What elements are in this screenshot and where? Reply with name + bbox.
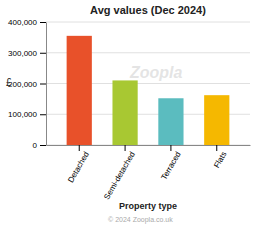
- plot: 0 100,000 200,000 300,000 400,000 Detached Sem…: [8, 18, 250, 201]
- y-tick-label: 400,000: [8, 18, 37, 27]
- x-tick-mark: [170, 145, 171, 151]
- x-tick: Flats: [212, 145, 228, 170]
- y-tick: 300,000: [8, 49, 46, 58]
- x-tick-label: Detached: [66, 150, 91, 184]
- y-tick: 400,000: [8, 18, 46, 27]
- bar: [67, 36, 92, 145]
- chart: 0 100,000 200,000 300,000 400,000 Detached Sem…: [0, 0, 260, 225]
- y-tick-mark: [40, 84, 46, 85]
- title: Avg values (Dec 2024): [90, 4, 206, 16]
- x-tick-mark: [125, 145, 126, 151]
- y-tick-label: 0: [33, 141, 38, 150]
- x-tick-mark: [216, 145, 217, 151]
- y-tick-mark: [40, 53, 46, 54]
- x-axis: Detached Semi-detached Terraced Flats: [47, 145, 251, 201]
- copyright: © 2024 Zoopla.co.uk: [108, 216, 173, 224]
- x-tick-label: Flats: [212, 150, 228, 170]
- y-tick: 200,000: [8, 80, 46, 89]
- y-tick-label: 300,000: [8, 49, 37, 58]
- y-tick-label: 200,000: [8, 80, 37, 89]
- y-tick-mark: [40, 22, 46, 23]
- x-tick: Semi-detached: [102, 145, 137, 201]
- x-tick-mark: [79, 145, 80, 151]
- bar: [158, 98, 183, 145]
- x-axis-line: [47, 145, 251, 146]
- x-tick-label: Terraced: [159, 150, 182, 181]
- y-tick: 100,000: [8, 110, 46, 119]
- y-axis-line: [46, 23, 47, 146]
- x-tick: Terraced: [159, 145, 182, 182]
- y-axis: 0 100,000 200,000 300,000 400,000: [8, 18, 46, 150]
- y-tick-mark: [40, 145, 46, 146]
- x-tick: Detached: [66, 145, 91, 184]
- grid-line: [46, 22, 250, 23]
- x-axis-title: Property type: [119, 201, 177, 211]
- y-tick: 0: [33, 141, 46, 150]
- y-axis-title: £: [6, 77, 12, 88]
- bars: [67, 36, 230, 145]
- x-tick-label: Semi-detached: [102, 150, 137, 201]
- grid: [46, 22, 250, 145]
- watermark: Zoopla: [129, 64, 183, 81]
- bar: [112, 80, 137, 145]
- bar: [204, 95, 229, 145]
- y-tick-label: 100,000: [8, 110, 37, 119]
- y-tick-mark: [40, 114, 46, 115]
